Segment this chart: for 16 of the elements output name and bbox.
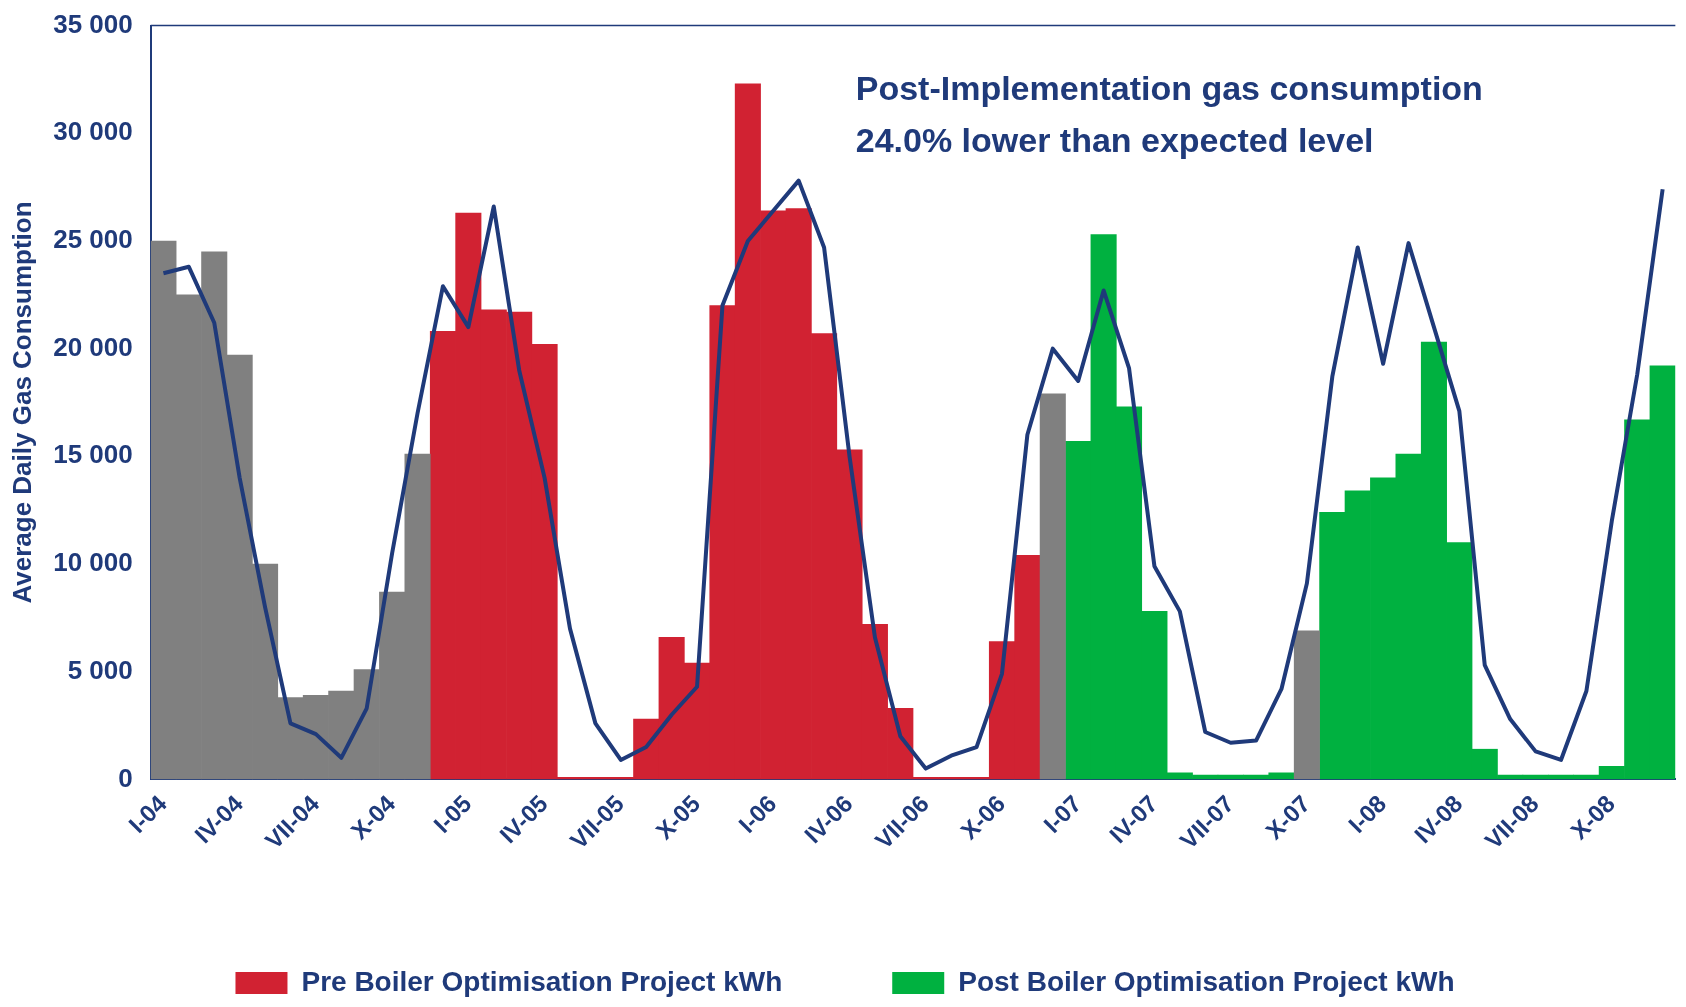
y-tick-label: 15 000 xyxy=(53,439,133,470)
x-tick-label: I-08 xyxy=(1343,789,1392,839)
legend-label: Post Boiler Optimisation Project kWh xyxy=(958,965,1455,997)
legend-label: Pre Boiler Optimisation Project kWh xyxy=(301,965,783,997)
x-tick-label: I-05 xyxy=(428,789,477,839)
annotation: Post-Implementation gas consumption xyxy=(855,68,1483,107)
y-tick-label: 30 000 xyxy=(53,116,133,147)
y-tick-label: 25 000 xyxy=(53,224,133,255)
y-tick-label: 20 000 xyxy=(53,331,133,362)
y-tick-label: 35 000 xyxy=(53,8,133,39)
x-tick-label: I-06 xyxy=(733,789,782,839)
y-tick-label: 5 000 xyxy=(67,654,133,685)
annotation: 24.0% lower than expected level xyxy=(855,120,1374,159)
x-tick-label: I-07 xyxy=(1038,789,1087,839)
y-axis-title: Average Daily Gas Consumption xyxy=(6,201,37,604)
y-tick-label: 10 000 xyxy=(53,547,133,578)
